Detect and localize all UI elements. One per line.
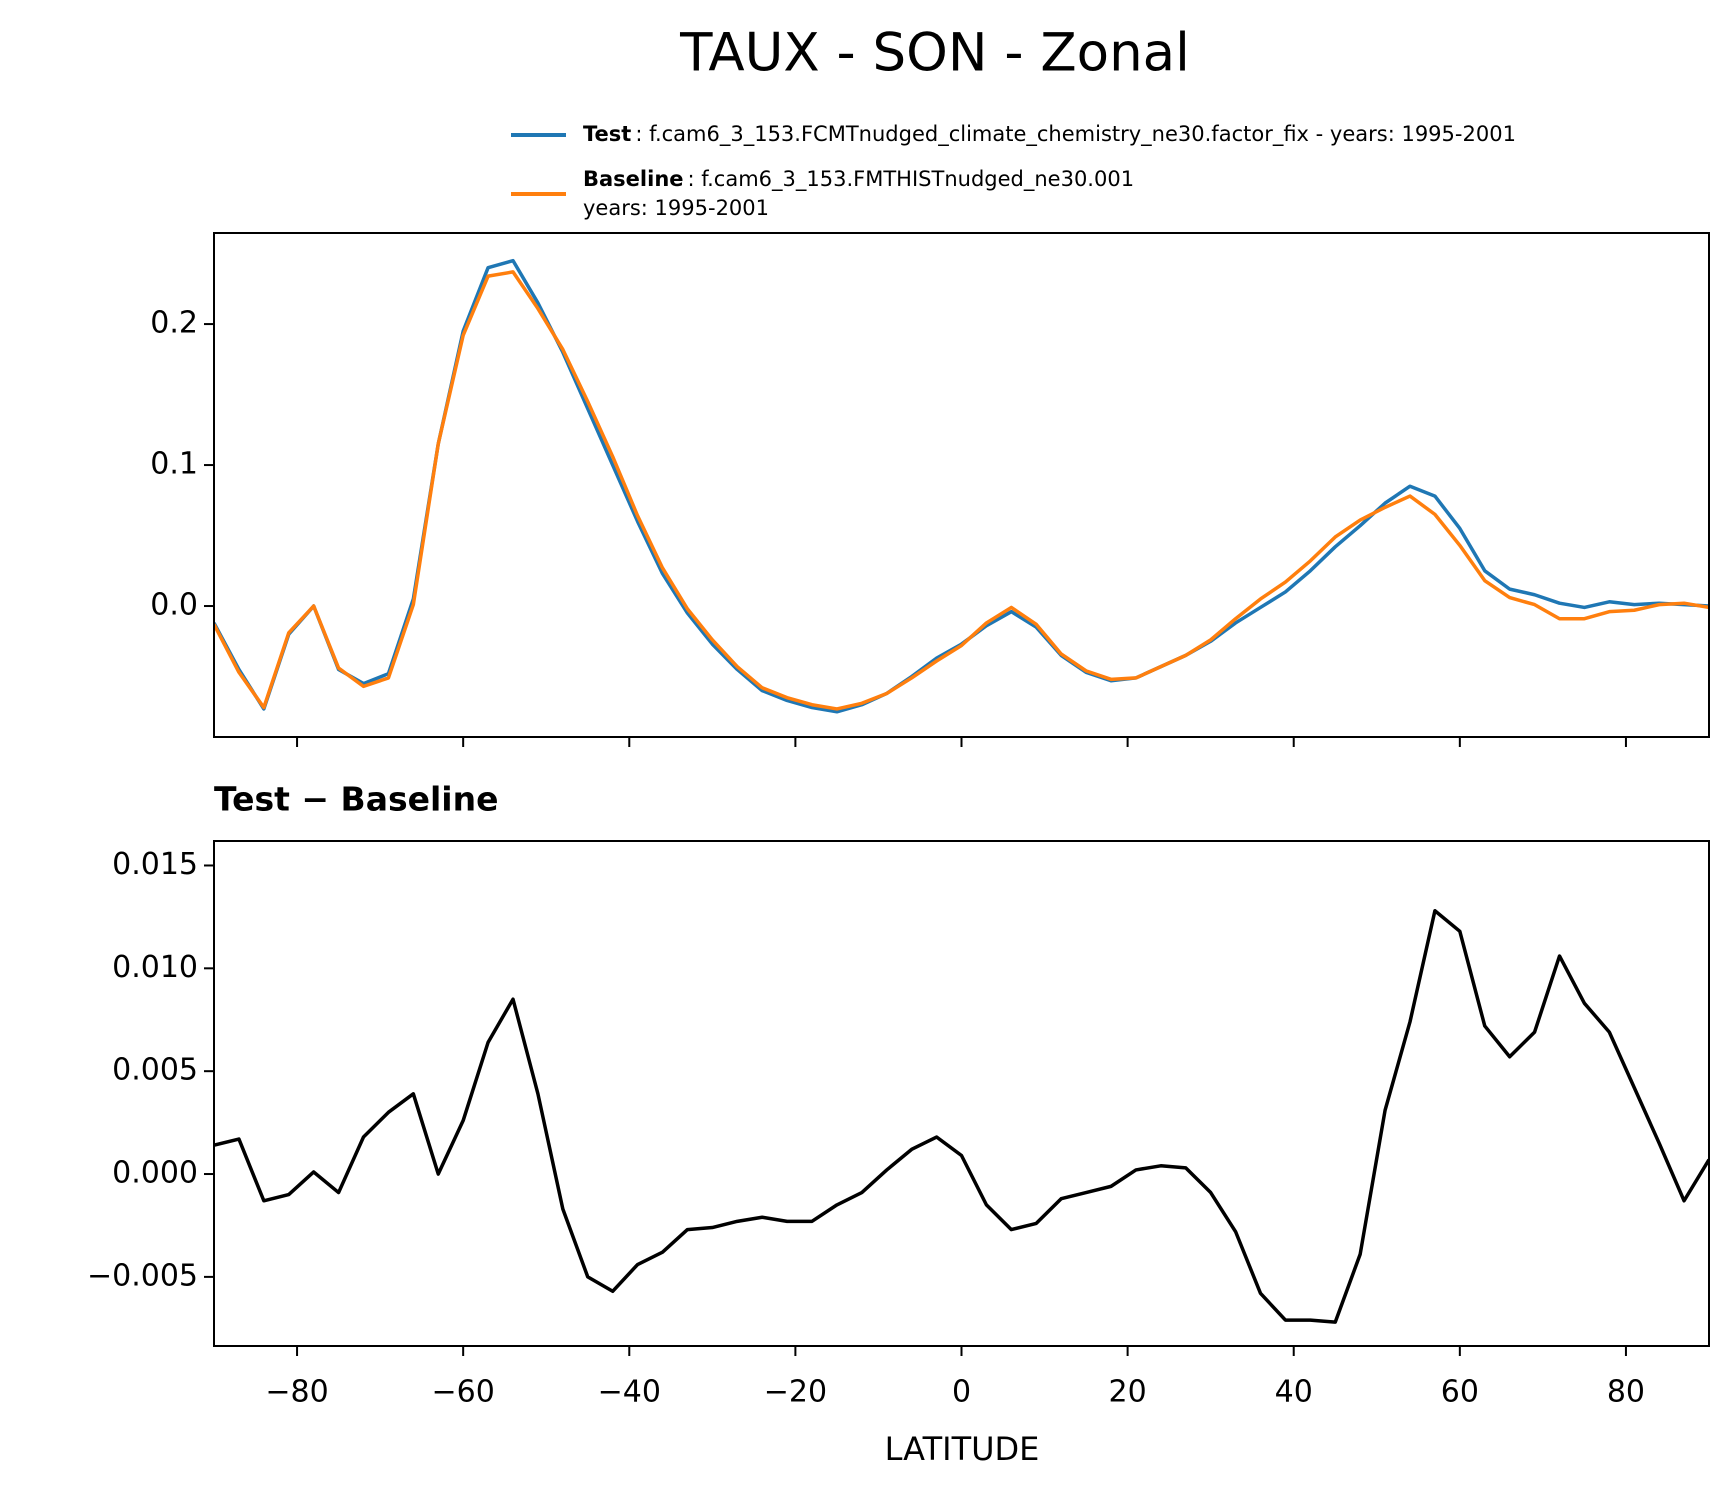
x-tick-label: 20 — [1109, 1375, 1147, 1410]
chart-title: TAUX - SON - Zonal — [679, 23, 1190, 84]
x-tick-label: −60 — [432, 1375, 495, 1410]
y-tick-label: −0.005 — [87, 1258, 198, 1293]
x-tick-label: −40 — [598, 1375, 661, 1410]
x-axis-label: LATITUDE — [885, 1430, 1040, 1468]
y-tick-label: 0.005 — [112, 1053, 198, 1088]
axes-frame — [213, 232, 1710, 738]
legend-name: Baseline — [583, 167, 684, 191]
legend-detail: years: 1995-2001 — [583, 196, 769, 220]
y-tick-label: 0.010 — [112, 950, 198, 985]
y-tick-label: 0.1 — [150, 447, 198, 482]
legend-detail: : f.cam6_3_153.FCMTnudged_climate_chemis… — [635, 122, 1516, 147]
y-tick-label: 0.015 — [112, 847, 198, 882]
legend-detail: : f.cam6_3_153.FMTHISTnudged_ne30.001 — [688, 167, 1135, 192]
x-tick-label: 40 — [1275, 1375, 1313, 1410]
axes-frame — [213, 840, 1710, 1347]
x-tick-label: 80 — [1607, 1375, 1645, 1410]
legend-name: Test — [583, 122, 631, 146]
x-tick-label: −20 — [764, 1375, 827, 1410]
y-tick-label: 0.2 — [150, 306, 198, 341]
y-tick-label: 0.000 — [112, 1156, 198, 1191]
x-tick-label: 0 — [952, 1375, 971, 1410]
subplot-title: Test − Baseline — [214, 780, 499, 819]
legend-label: Baseline: f.cam6_3_153.FMTHISTnudged_ne3… — [583, 167, 1134, 192]
data-line — [214, 908, 1709, 1324]
legend-label: Test: f.cam6_3_153.FCMTnudged_climate_ch… — [583, 122, 1516, 147]
data-line — [214, 270, 1709, 711]
x-tick-label: −80 — [265, 1375, 328, 1410]
y-tick-label: 0.0 — [150, 588, 198, 623]
x-tick-label: 60 — [1441, 1375, 1479, 1410]
